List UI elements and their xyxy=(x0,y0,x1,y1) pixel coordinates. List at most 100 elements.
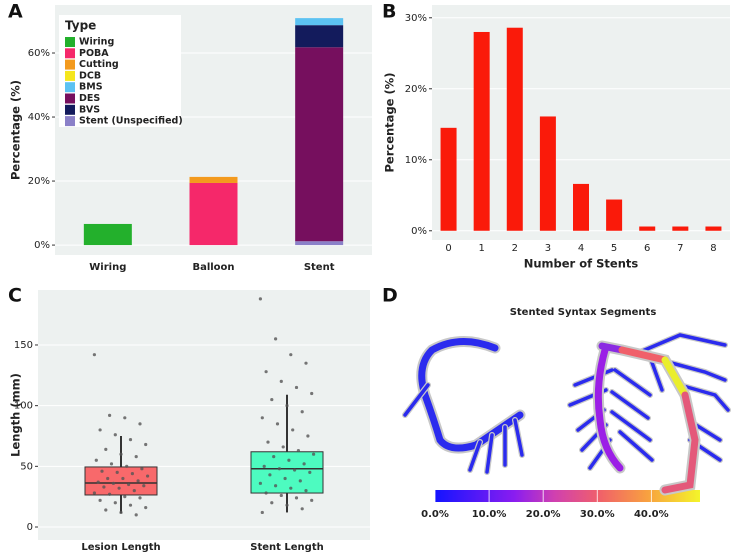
point xyxy=(304,489,308,493)
vessel xyxy=(568,333,730,470)
y-tick-label: 20% xyxy=(405,84,427,95)
legend-label: POBA xyxy=(79,48,109,59)
point xyxy=(302,462,306,466)
point xyxy=(285,503,289,507)
point xyxy=(270,397,274,402)
bar xyxy=(705,226,722,231)
point xyxy=(281,445,285,449)
y-tick-label: 30% xyxy=(405,13,427,24)
point xyxy=(102,485,106,489)
legend-swatch xyxy=(65,116,75,127)
bar xyxy=(539,116,556,231)
colorbar xyxy=(435,490,700,502)
legend-label: BVS xyxy=(79,104,100,115)
colorbar-tick-label: 0.0% xyxy=(421,509,449,520)
legend-swatch xyxy=(65,82,75,93)
point xyxy=(128,438,133,442)
y-tick-label: 60% xyxy=(28,48,50,59)
point xyxy=(275,422,280,426)
point xyxy=(113,501,117,505)
y-tick-label: 20% xyxy=(28,176,50,187)
panel-label: A xyxy=(8,1,23,23)
point xyxy=(104,447,108,451)
point xyxy=(294,385,299,390)
point xyxy=(111,481,115,485)
bar xyxy=(473,31,490,231)
point xyxy=(138,422,142,426)
bar xyxy=(506,27,523,231)
point xyxy=(132,489,136,493)
point xyxy=(274,337,278,341)
y-tick-label: 150 xyxy=(14,340,33,351)
y-axis-title: Percentage (%) xyxy=(383,72,397,172)
point xyxy=(142,484,146,488)
point xyxy=(134,513,138,517)
point xyxy=(130,472,134,476)
bar-segment xyxy=(295,241,344,246)
point xyxy=(296,448,300,453)
bar xyxy=(672,226,689,231)
x-tick-label: 1 xyxy=(478,243,484,254)
legend-label: Cutting xyxy=(79,59,119,70)
x-tick-label: 7 xyxy=(677,243,683,254)
point xyxy=(291,428,295,432)
legend-label: Wiring xyxy=(79,37,114,48)
colorbar-tick-label: 30.0% xyxy=(580,509,615,520)
point xyxy=(108,492,112,496)
point xyxy=(277,467,281,471)
x-tick-label: 2 xyxy=(512,243,518,254)
point xyxy=(285,404,289,408)
point xyxy=(298,479,302,483)
point xyxy=(92,491,96,495)
point xyxy=(123,495,127,499)
legend-box xyxy=(59,15,181,127)
point xyxy=(264,491,268,495)
vessel xyxy=(618,346,669,364)
point xyxy=(279,493,283,498)
point xyxy=(104,508,108,512)
point xyxy=(293,468,297,472)
bar-segment xyxy=(189,182,238,246)
vessel xyxy=(403,383,524,474)
point xyxy=(144,505,148,510)
legend-title: Type xyxy=(65,19,96,33)
bar-segment xyxy=(83,223,132,246)
x-tick-label: Wiring xyxy=(89,262,126,273)
x-tick-label: 5 xyxy=(611,243,617,254)
point xyxy=(306,434,310,438)
colorbar-tick-label: 40.0% xyxy=(634,509,669,520)
panel-label: D xyxy=(382,285,398,307)
x-tick-label: Balloon xyxy=(192,262,234,273)
y-tick-label: 0% xyxy=(411,226,427,237)
bar-segment xyxy=(295,47,344,242)
legend-swatch xyxy=(65,93,75,104)
legend-swatch xyxy=(65,37,75,47)
point xyxy=(144,442,148,447)
y-tick-label: 100 xyxy=(14,401,33,412)
point xyxy=(308,470,312,475)
point xyxy=(98,498,102,502)
y-tick-label: 0 xyxy=(27,522,33,533)
point xyxy=(109,462,114,466)
point xyxy=(119,510,123,515)
point xyxy=(272,455,276,459)
coronary-diagram xyxy=(402,331,731,496)
point xyxy=(289,353,293,357)
box xyxy=(84,466,158,496)
point xyxy=(108,413,112,417)
legend-label: DES xyxy=(79,93,100,104)
vessel xyxy=(661,391,699,494)
point xyxy=(310,498,314,502)
point xyxy=(123,416,127,420)
point xyxy=(304,361,308,365)
point xyxy=(128,503,133,507)
y-tick-label: 50 xyxy=(20,461,33,472)
point xyxy=(127,482,131,487)
point xyxy=(264,370,268,374)
point xyxy=(98,428,102,432)
legend-swatch xyxy=(65,70,75,81)
y-tick-label: 40% xyxy=(28,112,50,123)
point xyxy=(146,474,150,478)
plot-background xyxy=(38,290,370,540)
y-axis-title: Percentage (%) xyxy=(9,80,23,180)
